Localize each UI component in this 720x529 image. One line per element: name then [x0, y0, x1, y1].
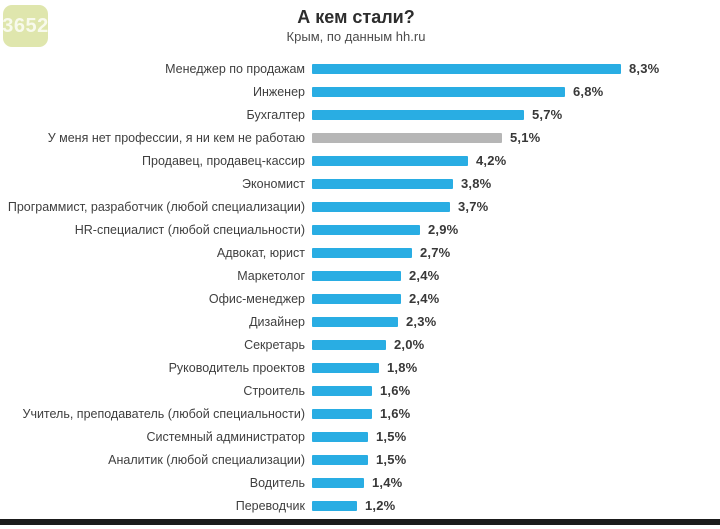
bar: [312, 316, 398, 327]
value-label: 2,0%: [394, 337, 425, 352]
chart-row: Бухгалтер 5,7%: [0, 103, 720, 126]
bar: [312, 339, 386, 350]
value-label: 3,7%: [458, 199, 489, 214]
category-label: Водитель: [249, 475, 305, 490]
bar: [312, 201, 450, 212]
chart-row: Экономист 3,8%: [0, 172, 720, 195]
chart-row: Аналитик (любой специализации) 1,5%: [0, 448, 720, 471]
category-label: Переводчик: [235, 498, 305, 513]
bar: [312, 431, 368, 442]
value-label: 5,1%: [510, 130, 541, 145]
chart-row: Адвокат, юрист 2,7%: [0, 241, 720, 264]
category-label: Руководитель проектов: [168, 360, 305, 375]
bar: [312, 155, 468, 166]
value-label: 1,5%: [376, 452, 407, 467]
value-label: 1,2%: [365, 498, 396, 513]
bar: [312, 86, 565, 97]
bar: [312, 247, 412, 258]
bar: [312, 109, 524, 120]
chart-row: Системный администратор 1,5%: [0, 425, 720, 448]
value-label: 2,3%: [406, 314, 437, 329]
watermark-badge: 3652: [2, 5, 48, 47]
category-label: Программист, разработчик (любой специали…: [7, 199, 305, 214]
chart-row: У меня нет профессии, я ни кем не работа…: [0, 126, 720, 149]
value-label: 6,8%: [573, 84, 604, 99]
chart-row: Учитель, преподаватель (любой специально…: [0, 402, 720, 425]
value-label: 1,4%: [372, 475, 403, 490]
bar: [312, 500, 357, 511]
category-label: Секретарь: [244, 337, 305, 352]
category-label: Менеджер по продажам: [165, 61, 305, 76]
value-label: 1,6%: [380, 383, 411, 398]
bar: [312, 270, 401, 281]
value-label: 3,8%: [461, 176, 492, 191]
value-label: 2,4%: [409, 291, 440, 306]
chart-subtitle: Крым, по данным hh.ru: [286, 29, 426, 44]
bar: [312, 293, 401, 304]
bar: [312, 224, 420, 235]
category-label: Строитель: [243, 383, 305, 398]
category-label: Учитель, преподаватель (любой специально…: [22, 406, 306, 421]
value-label: 4,2%: [476, 153, 507, 168]
chart-row: Переводчик 1,2%: [0, 494, 720, 517]
category-label: Дизайнер: [249, 314, 305, 329]
value-label: 2,7%: [420, 245, 451, 260]
bar: [312, 477, 364, 488]
value-label: 1,5%: [376, 429, 407, 444]
chart-row: Маркетолог 2,4%: [0, 264, 720, 287]
category-label: Аналитик (любой специализации): [108, 452, 305, 467]
chart-row: Продавец, продавец-кассир 4,2%: [0, 149, 720, 172]
bottom-border: [0, 519, 720, 525]
bar-chart: Менеджер по продажам 8,3% Инженер 6,8% Бухга…: [0, 57, 720, 517]
bar: [312, 362, 379, 373]
value-label: 8,3%: [629, 61, 660, 76]
category-label: Маркетолог: [237, 268, 305, 283]
bar: [312, 178, 453, 189]
chart-row: Секретарь 2,0%: [0, 333, 720, 356]
value-label: 2,9%: [428, 222, 459, 237]
chart-row: Водитель 1,4%: [0, 471, 720, 494]
bar: [312, 63, 621, 74]
chart-row: HR-специалист (любой специальности) 2,9%: [0, 218, 720, 241]
category-label: У меня нет профессии, я ни кем не работа…: [47, 130, 305, 145]
value-label: 1,6%: [380, 406, 411, 421]
value-label: 5,7%: [532, 107, 563, 122]
chart-row: Строитель 1,6%: [0, 379, 720, 402]
chart-row: Менеджер по продажам 8,3%: [0, 57, 720, 80]
value-label: 1,8%: [387, 360, 418, 375]
bar: [312, 454, 368, 465]
bar: [312, 132, 502, 143]
chart-header: А кем стали? Крым, по данным hh.ru: [0, 7, 712, 44]
category-label: Продавец, продавец-кассир: [142, 153, 305, 168]
value-label: 2,4%: [409, 268, 440, 283]
category-label: Экономист: [242, 176, 305, 191]
chart-row: Офис-менеджер 2,4%: [0, 287, 720, 310]
category-label: HR-специалист (любой специальности): [74, 222, 305, 237]
chart-row: Программист, разработчик (любой специали…: [0, 195, 720, 218]
chart-row: Инженер 6,8%: [0, 80, 720, 103]
chart-title: А кем стали?: [297, 7, 415, 27]
bar: [312, 385, 372, 396]
chart-row: Руководитель проектов 1,8%: [0, 356, 720, 379]
bar: [312, 408, 372, 419]
category-label: Инженер: [252, 84, 305, 99]
category-label: Офис-менеджер: [208, 291, 305, 306]
chart-row: Дизайнер 2,3%: [0, 310, 720, 333]
category-label: Системный администратор: [146, 429, 305, 444]
category-label: Адвокат, юрист: [216, 245, 305, 260]
category-label: Бухгалтер: [246, 107, 305, 122]
